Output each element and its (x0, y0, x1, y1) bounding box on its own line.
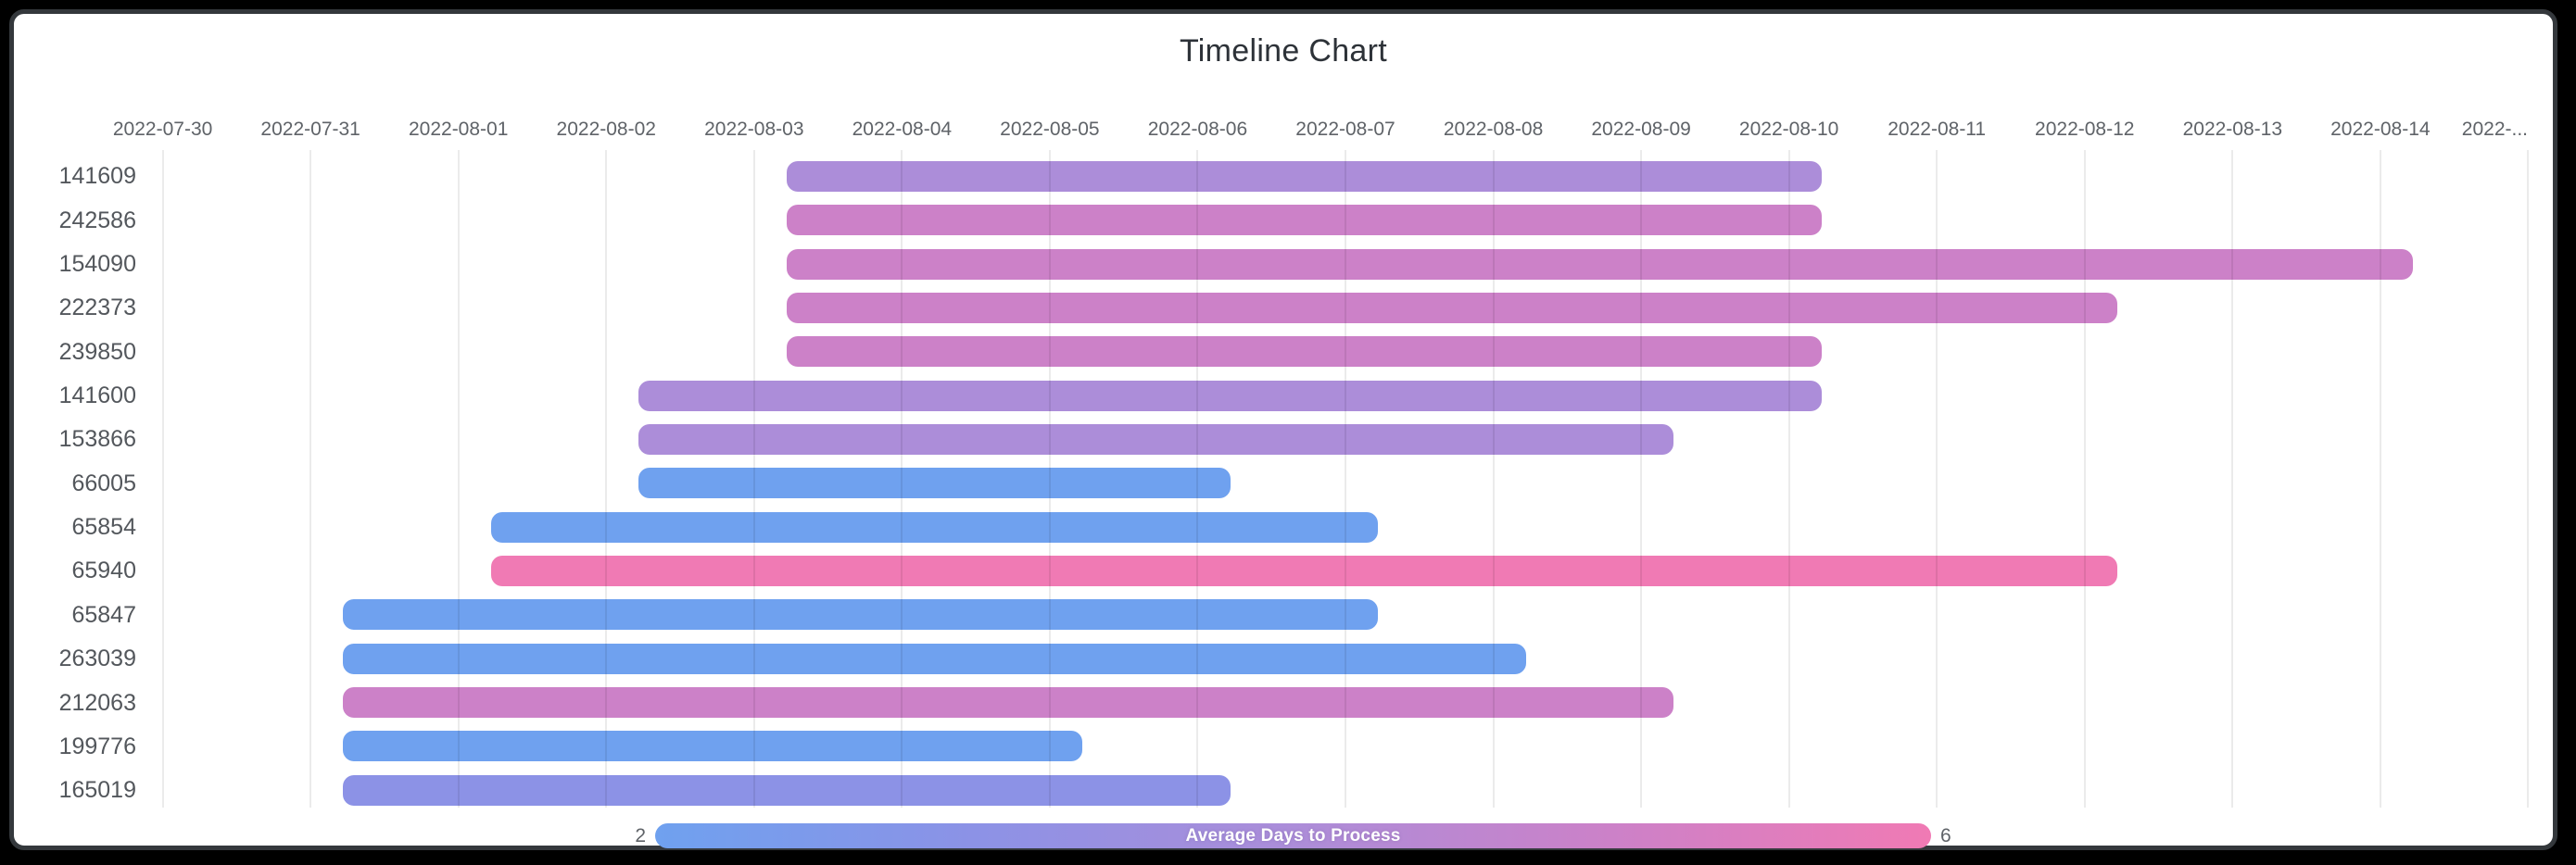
timeline-bar[interactable] (343, 774, 1231, 806)
gridline (605, 150, 608, 808)
timeline-bar[interactable] (490, 555, 2117, 586)
y-axis-label: 65854 (71, 514, 136, 541)
x-axis-label: 2022-08-08 (1443, 119, 1544, 140)
y-axis-label: 154090 (58, 251, 136, 277)
legend-min-label: 2 (635, 825, 646, 846)
y-axis-label: 66005 (71, 470, 136, 496)
gridline (1640, 150, 1643, 808)
gridline (1787, 150, 1790, 808)
x-axis-label: 2022-08-02 (556, 119, 656, 140)
gridline (1492, 150, 1495, 808)
timeline-bar[interactable] (786, 336, 1822, 368)
y-axis-label: 242586 (58, 207, 136, 233)
timeline-bar[interactable] (786, 160, 1822, 192)
x-axis-label: 2022-08-11 (1888, 119, 1987, 140)
legend-gradient-bar: Average Days to Process (655, 823, 1931, 848)
y-axis-label: 222373 (58, 295, 136, 321)
x-axis-label: 2022-07-31 (260, 119, 360, 140)
y-axis-label: 65940 (71, 558, 136, 584)
gridline (2083, 150, 2086, 808)
timeline-bar[interactable] (343, 599, 1379, 631)
x-axis-label: 2022-08-03 (704, 119, 804, 140)
gridline (2231, 150, 2234, 808)
x-axis-label: 2022-08-05 (1000, 119, 1100, 140)
gridline (1048, 150, 1051, 808)
chart-title: Timeline Chart (1179, 33, 1387, 69)
legend-max-label: 6 (1940, 825, 1951, 846)
y-axis-label: 141600 (58, 382, 136, 409)
gridline (2379, 150, 2381, 808)
gridline (309, 150, 312, 808)
gridline (752, 150, 755, 808)
timeline-bar[interactable] (343, 687, 1674, 718)
x-axis-label: 2022-08-01 (408, 119, 509, 140)
x-axis-label: 2022-08-14 (2330, 119, 2431, 140)
x-axis-label: 2022-07-30 (112, 119, 213, 140)
y-axis-label: 199776 (58, 733, 136, 759)
timeline-bar[interactable] (343, 643, 1526, 674)
y-axis-label: 165019 (58, 777, 136, 804)
gridline (2527, 150, 2530, 808)
gridline (901, 150, 903, 808)
timeline-bar[interactable] (786, 248, 2413, 280)
legend-title: Average Days to Process (1185, 825, 1401, 846)
x-axis-label: 2022-08-10 (1738, 119, 1839, 140)
y-axis-label: 263039 (58, 646, 136, 672)
gridline (457, 150, 460, 808)
gridline (161, 150, 164, 808)
y-axis-label: 141609 (58, 163, 136, 190)
timeline-bar[interactable] (786, 292, 2117, 323)
gridline (1936, 150, 1938, 808)
timeline-bar[interactable] (638, 423, 1674, 455)
timeline-bar[interactable] (490, 511, 1379, 543)
x-axis-label: 2022-08-12 (2035, 119, 2135, 140)
x-axis-label: 2022-08-09 (1591, 119, 1691, 140)
timeline-bar[interactable] (343, 731, 1082, 762)
x-axis-label: 2022-08-07 (1295, 119, 1395, 140)
timeline-bar[interactable] (638, 468, 1231, 499)
x-axis-label: 2022-08-13 (2182, 119, 2283, 140)
y-axis-label: 65847 (71, 601, 136, 628)
x-axis-label: 2022-08-06 (1147, 119, 1248, 140)
gridline (1345, 150, 1346, 808)
timeline-bar[interactable] (786, 205, 1822, 236)
timeline-bar[interactable] (638, 380, 1822, 411)
y-axis-label: 153866 (58, 426, 136, 453)
x-axis-label: 2022-... (2461, 119, 2528, 140)
x-axis-label: 2022-08-04 (852, 119, 953, 140)
y-axis-label: 239850 (58, 338, 136, 365)
gridline (1196, 150, 1199, 808)
y-axis-label: 212063 (58, 689, 136, 716)
